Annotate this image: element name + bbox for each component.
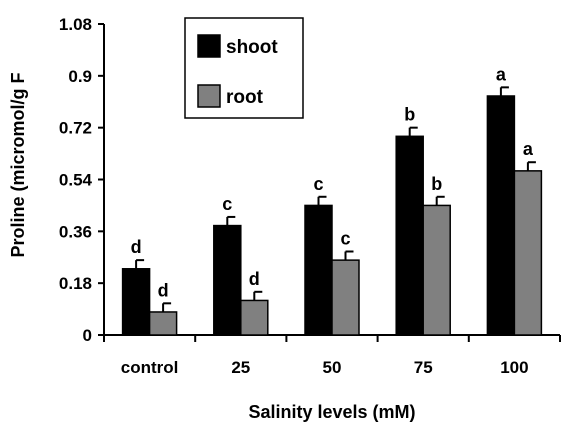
bar-root [240, 299, 269, 336]
legend-label-shoot: shoot [226, 37, 278, 58]
bar-shoot [486, 95, 516, 336]
bar-shoot [213, 224, 242, 336]
y-axis-title: Proline (micromol/g F [8, 72, 28, 257]
x-tick-label: control [121, 358, 179, 377]
bar-shoot [395, 135, 424, 336]
significance-label-shoot: a [496, 64, 507, 84]
y-tick-label: 0 [83, 326, 92, 345]
significance-label-root: d [249, 269, 260, 289]
x-tick-label: 50 [323, 358, 342, 377]
x-axis-title: Salinity levels (mM) [248, 402, 415, 422]
x-tick-label: 75 [414, 358, 433, 377]
y-tick-label: 0.18 [59, 274, 92, 293]
y-tick-label: 0.54 [59, 171, 93, 190]
significance-label-shoot: c [222, 194, 232, 214]
bar-root [331, 259, 360, 336]
significance-label-root: b [431, 174, 442, 194]
significance-label-root: c [340, 228, 350, 248]
y-tick-label: 0.36 [59, 222, 92, 241]
significance-label-shoot: c [313, 174, 323, 194]
y-tick-label: 0.72 [59, 119, 92, 138]
bar-root [513, 170, 543, 336]
legend: shoot root [184, 17, 304, 119]
bar-shoot [304, 204, 333, 336]
significance-label-shoot: b [404, 105, 415, 125]
significance-label-root: d [158, 280, 169, 300]
significance-label-root: a [523, 139, 534, 159]
legend-swatch-shoot [197, 34, 221, 58]
bar-root [148, 311, 178, 336]
x-tick-label: 25 [231, 358, 250, 377]
x-tick-label: 100 [500, 358, 528, 377]
legend-label-root: root [226, 87, 264, 108]
bar-shoot [121, 268, 151, 336]
bar-root [422, 204, 451, 336]
significance-label-shoot: d [131, 237, 142, 257]
legend-swatch-root [197, 84, 221, 108]
y-tick-label: 1.08 [59, 15, 92, 34]
y-tick-label: 0.9 [68, 67, 92, 86]
